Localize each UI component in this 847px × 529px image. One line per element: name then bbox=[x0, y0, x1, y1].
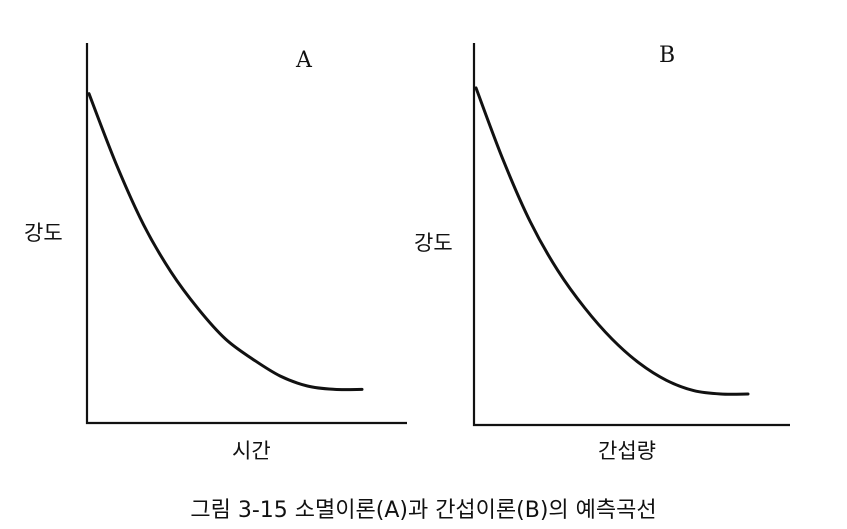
chart-a-xlabel: 시간 bbox=[232, 439, 271, 463]
chart-b-ylabel: 강도 bbox=[414, 231, 453, 255]
chart-a-ylabel: 강도 bbox=[24, 221, 63, 245]
chart-a-title: A bbox=[295, 48, 313, 73]
chart-panel-b: B 강도 간섭량 bbox=[414, 43, 790, 463]
chart-a-series-line bbox=[87, 92, 364, 392]
chart-b-xlabel: 간섭량 bbox=[598, 439, 656, 463]
chart-a-axes bbox=[85, 43, 407, 425]
chart-b-series-line bbox=[474, 86, 750, 396]
chart-b-axes bbox=[472, 43, 790, 427]
chart-b-title: B bbox=[659, 43, 675, 68]
figure-caption: 그림 3-15 소멸이론(A)과 간섭이론(B)의 예측곡선 bbox=[190, 498, 657, 523]
chart-panel-a: A 강도 시간 bbox=[24, 43, 407, 463]
